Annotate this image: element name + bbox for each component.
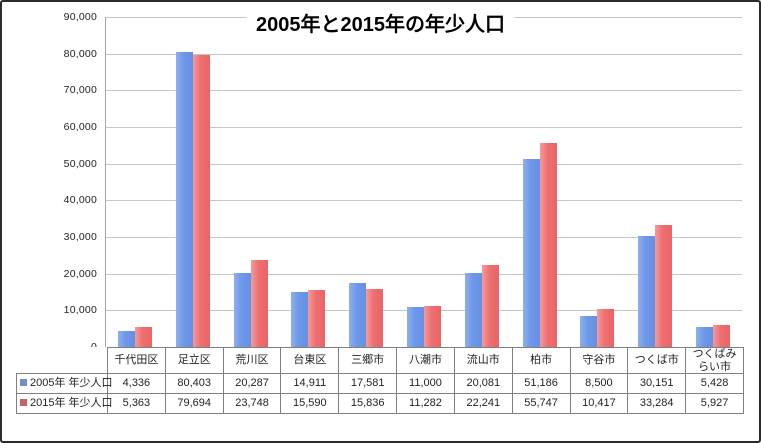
value-cell: 14,911: [280, 373, 340, 395]
value-cell: 33,284: [627, 393, 687, 415]
bar-series-1: [291, 292, 309, 347]
bar-series-2: [597, 308, 615, 347]
value-cell: 51,186: [511, 373, 571, 395]
bar-series-1: [522, 159, 540, 347]
gridline: [106, 127, 742, 129]
bar-series-1: [175, 52, 193, 347]
category-slot: [511, 17, 569, 347]
value-cell: 15,590: [280, 393, 340, 415]
gridline: [106, 163, 742, 165]
bar-series-1: [349, 282, 367, 347]
legend-key-icon: [20, 399, 27, 407]
bar-series-2: [134, 327, 152, 347]
value-cell: 5,428: [685, 373, 744, 395]
bar-series-2: [539, 142, 557, 347]
y-axis-label: 90,000: [63, 11, 97, 23]
gridline: [106, 237, 742, 239]
value-cell: 10,417: [569, 393, 629, 415]
y-axis-label: 70,000: [63, 84, 97, 97]
category-slot: [222, 17, 280, 347]
value-cell: 11,000: [396, 373, 455, 395]
value-cell: 55,747: [511, 393, 571, 415]
category-slot: [569, 17, 627, 347]
category-slot: [279, 17, 337, 347]
category-slot: [453, 17, 511, 347]
value-cell: 22,241: [453, 393, 513, 415]
category-header-cell: 守谷市: [569, 346, 629, 375]
bar-series-2: [423, 305, 441, 347]
category-header-cell: 八潮市: [396, 346, 455, 375]
bars-layer: [106, 17, 742, 347]
legend-key-icon: [20, 379, 27, 387]
category-slot: [337, 17, 395, 347]
value-cell: 30,151: [627, 373, 687, 395]
table-corner-blank-cell: [17, 348, 108, 374]
category-header-cell: 足立区: [164, 346, 224, 375]
y-axis: 90,000 80,000 70,000 60,000 50,000 40,000 30,0…: [2, 11, 97, 353]
bar-series-2: [250, 259, 268, 347]
bar-series-2: [192, 54, 210, 347]
y-axis-label: 40,000: [63, 194, 97, 207]
category-header-cell: 流山市: [453, 346, 513, 375]
value-cell: 23,748: [222, 393, 282, 415]
category-header-cell: つくば市: [627, 346, 687, 375]
category-slot: [106, 17, 164, 347]
bar-series-2: [713, 325, 731, 347]
value-cell: 11,282: [396, 393, 455, 415]
value-cell: 20,287: [222, 373, 282, 395]
value-cell: 17,581: [338, 373, 398, 395]
chart-title: 2005年と2015年の年少人口: [246, 8, 515, 37]
category-slot: [164, 17, 222, 347]
bar-series-1: [464, 273, 482, 347]
series-row: 2015年 年少人口 5,363 79,694 23,748 15,590 15,836 1…: [16, 393, 744, 415]
legend-label: 2005年 年少人口: [30, 377, 113, 390]
category-header-cell: つくばみらい市: [685, 346, 744, 375]
category-header-row: 千代田区 足立区 荒川区 台東区 三郷市 八潮市 流山市 柏市 守谷市 つくば市 つくばみらい市: [17, 346, 744, 375]
gridline: [106, 200, 742, 202]
bar-series-1: [696, 327, 714, 347]
legend-cell-series-2: 2015年 年少人口: [16, 393, 113, 415]
series-row: 2005年 年少人口 4,336 80,403 20,287 14,911 17,581 1…: [16, 373, 744, 395]
gridline: [106, 53, 742, 55]
category-slot: [626, 17, 684, 347]
value-cell: 5,927: [685, 393, 744, 415]
y-axis-label: 10,000: [63, 304, 97, 317]
value-cell: 15,836: [338, 393, 398, 415]
legend-label: 2015年 年少人口: [30, 397, 113, 410]
legend-cell-series-1: 2005年 年少人口: [16, 373, 113, 395]
bar-series-2: [308, 289, 326, 347]
category-slot: [395, 17, 453, 347]
value-cell: 8,500: [569, 373, 629, 395]
bar-series-1: [638, 236, 656, 347]
category-slot: [684, 17, 742, 347]
data-table: 千代田区 足立区 荒川区 台東区 三郷市 八潮市 流山市 柏市 守谷市 つくば市 つくばみらい市 2…: [16, 346, 744, 415]
gridline: [106, 273, 742, 275]
category-header-cell: 柏市: [511, 346, 571, 375]
bar-series-2: [655, 224, 673, 347]
y-axis-label: 20,000: [63, 267, 97, 280]
y-axis-label: 30,000: [63, 231, 97, 243]
bar-series-1: [117, 331, 135, 347]
y-axis-label: 60,000: [63, 121, 97, 133]
value-cell: 79,694: [164, 393, 224, 415]
value-cell: 20,081: [453, 373, 513, 395]
bar-series-1: [233, 272, 251, 347]
value-cell: 80,403: [164, 373, 224, 395]
category-header-cell: 三郷市: [338, 346, 398, 375]
category-header-cell: 荒川区: [222, 346, 282, 375]
y-axis-label: 50,000: [63, 157, 97, 170]
value-cell: 4,336: [107, 373, 166, 395]
bar-series-2: [366, 288, 384, 347]
plot-area: [105, 17, 742, 347]
value-cell: 5,363: [107, 393, 166, 415]
bar-series-1: [406, 306, 424, 347]
category-header-cell: 千代田区: [107, 346, 166, 375]
y-axis-label: 80,000: [63, 47, 97, 60]
category-header-cell: 台東区: [280, 346, 340, 375]
bar-series-2: [481, 265, 499, 347]
bar-series-1: [580, 315, 598, 347]
gridline: [106, 90, 742, 92]
